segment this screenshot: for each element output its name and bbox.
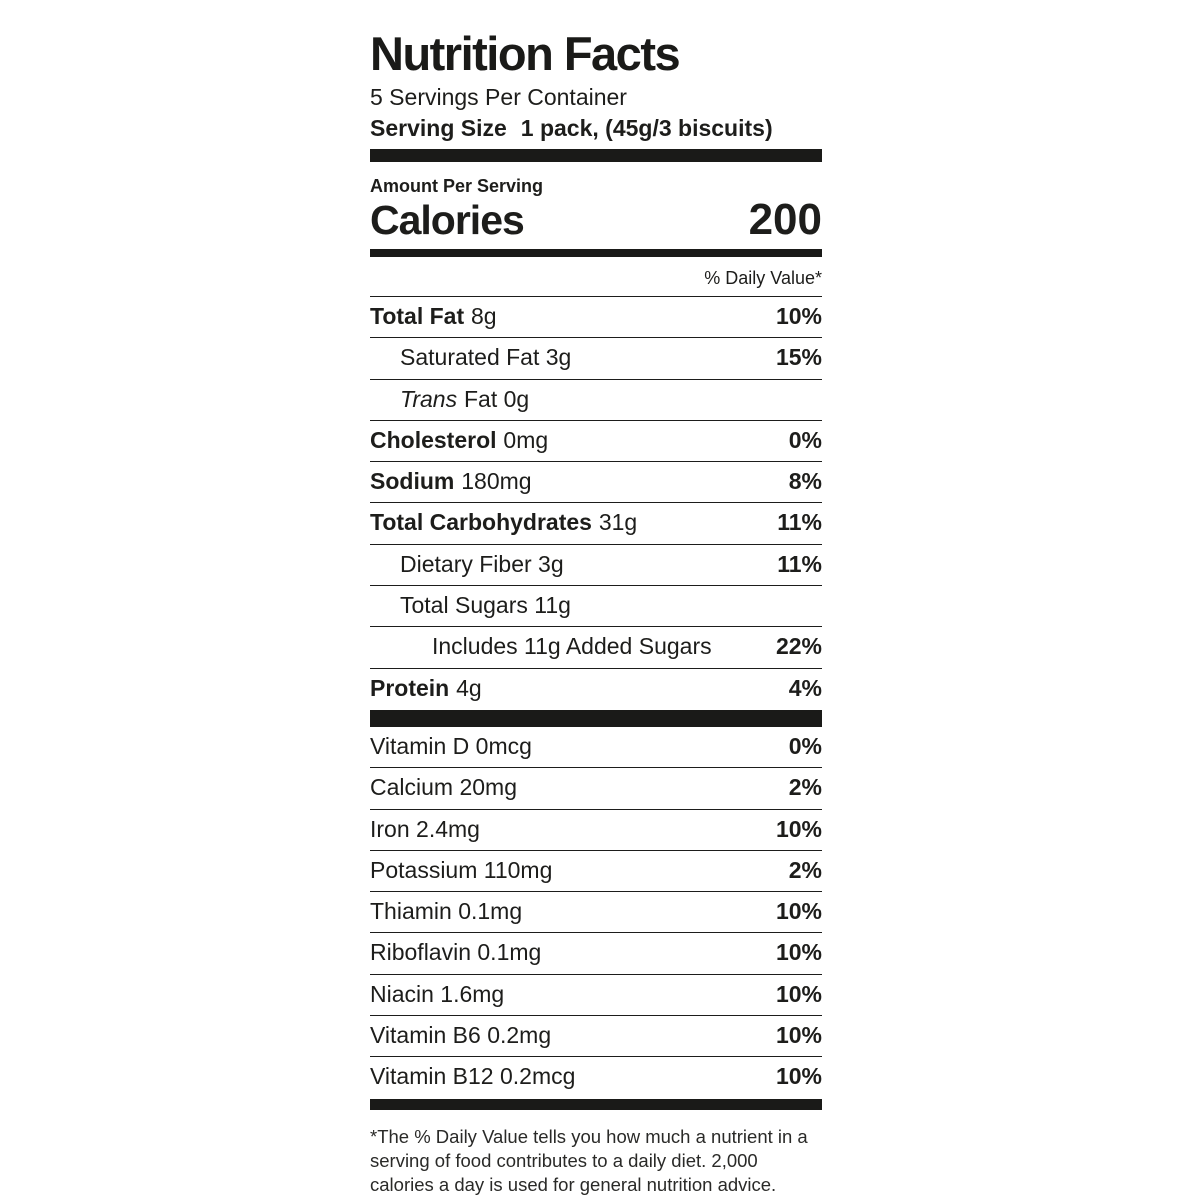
vitamin-name: Vitamin B6 0.2mg <box>370 1022 552 1049</box>
daily-value-header: % Daily Value* <box>370 257 822 297</box>
row-total-carbohydrates: Total Carbohydrates 31g 11% <box>370 503 822 545</box>
row-dietary-fiber: Dietary Fiber 3g 11% <box>370 545 822 587</box>
nutrient-name: Protein 4g <box>370 674 482 701</box>
serving-size-label: Serving Size <box>370 115 507 141</box>
vitamin-name: Iron 2.4mg <box>370 815 480 842</box>
nutrient-dv: 8% <box>788 468 822 495</box>
row-added-sugars: Includes 11g Added Sugars 22% <box>370 627 822 669</box>
vitamin-dv: 10% <box>775 980 822 1007</box>
nutrient-dv: 22% <box>775 633 822 660</box>
servings-per-container: 5 Servings Per Container <box>370 84 627 110</box>
calories-value: 200 <box>748 195 822 244</box>
nutrient-name: Saturated Fat 3g <box>400 344 572 371</box>
calories-label: Calories <box>370 197 525 243</box>
row-saturated-fat: Saturated Fat 3g 15% <box>370 338 822 380</box>
nutrient-name: Trans Fat 0g <box>400 385 530 412</box>
serving-size-line: Serving Size 1 pack, (45g/3 biscuits) <box>370 117 822 140</box>
nutrient-name: Total Sugars 11g <box>400 592 571 619</box>
nutrient-dv: 10% <box>775 303 822 329</box>
row-niacin: Niacin 1.6mg 10% <box>370 975 822 1017</box>
nutrient-dv: 4% <box>788 674 822 701</box>
vitamin-dv: 2% <box>788 774 822 801</box>
nutrition-facts-label: Nutrition Facts 5 Servings Per Container… <box>370 30 822 1197</box>
row-total-fat: Total Fat 8g 10% <box>370 297 822 339</box>
vitamin-dv: 0% <box>788 732 822 759</box>
calories-row: Calories 200 <box>370 198 822 242</box>
nutrient-dv: 0% <box>788 426 822 453</box>
daily-value-footnote: *The % Daily Value tells you how much a … <box>370 1125 808 1195</box>
vitamin-name: Thiamin 0.1mg <box>370 898 523 925</box>
nutrient-name: Total Carbohydrates 31g <box>370 509 638 536</box>
vitamin-dv: 2% <box>788 856 822 883</box>
nutrient-dv: 11% <box>777 550 822 577</box>
row-potassium: Potassium 110mg 2% <box>370 851 822 893</box>
row-total-sugars: Total Sugars 11g <box>370 586 822 628</box>
nutrient-dv: 11% <box>777 509 822 536</box>
vitamin-dv: 10% <box>775 1022 822 1049</box>
divider-thick-middle <box>370 709 822 727</box>
row-cholesterol: Cholesterol 0mg 0% <box>370 421 822 463</box>
row-protein: Protein 4g 4% <box>370 669 822 709</box>
vitamin-name: Vitamin D 0mcg <box>370 732 532 759</box>
vitamin-name: Vitamin B12 0.2mcg <box>370 1063 576 1090</box>
row-thiamin: Thiamin 0.1mg 10% <box>370 892 822 934</box>
serving-size-value: 1 pack, (45g/3 biscuits) <box>520 115 773 141</box>
vitamin-name: Potassium 110mg <box>370 856 553 883</box>
nutrient-name: Sodium 180mg <box>370 468 532 495</box>
label-title: Nutrition Facts <box>370 27 681 80</box>
row-riboflavin: Riboflavin 0.1mg 10% <box>370 933 822 975</box>
row-iron: Iron 2.4mg 10% <box>370 810 822 851</box>
row-sodium: Sodium 180mg 8% <box>370 462 822 504</box>
row-vitamin-d: Vitamin D 0mcg 0% <box>370 727 822 769</box>
vitamin-dv: 10% <box>775 1063 822 1090</box>
nutrient-name: Dietary Fiber 3g <box>400 550 564 577</box>
row-vitamin-b6: Vitamin B6 0.2mg 10% <box>370 1016 822 1058</box>
row-trans-fat: Trans Fat 0g <box>370 380 822 421</box>
vitamin-dv: 10% <box>775 898 822 925</box>
nutrient-dv: 15% <box>775 344 822 371</box>
row-vitamin-b12: Vitamin B12 0.2mcg 10% <box>370 1057 822 1097</box>
divider-thick-top <box>370 149 822 162</box>
nutrient-name: Total Fat 8g <box>370 303 497 329</box>
vitamin-name: Niacin 1.6mg <box>370 980 505 1007</box>
nutrient-name: Cholesterol 0mg <box>370 426 549 453</box>
vitamin-dv: 10% <box>775 939 822 966</box>
vitamin-dv: 10% <box>775 815 822 842</box>
nutrient-name: Includes 11g Added Sugars <box>432 633 712 660</box>
amount-per-serving-label: Amount Per Serving <box>370 176 544 196</box>
divider-thick-bottom <box>370 1098 822 1110</box>
row-calcium: Calcium 20mg 2% <box>370 768 822 810</box>
vitamin-name: Riboflavin 0.1mg <box>370 939 542 966</box>
divider-medium-calories <box>370 249 822 257</box>
vitamin-name: Calcium 20mg <box>370 774 517 801</box>
